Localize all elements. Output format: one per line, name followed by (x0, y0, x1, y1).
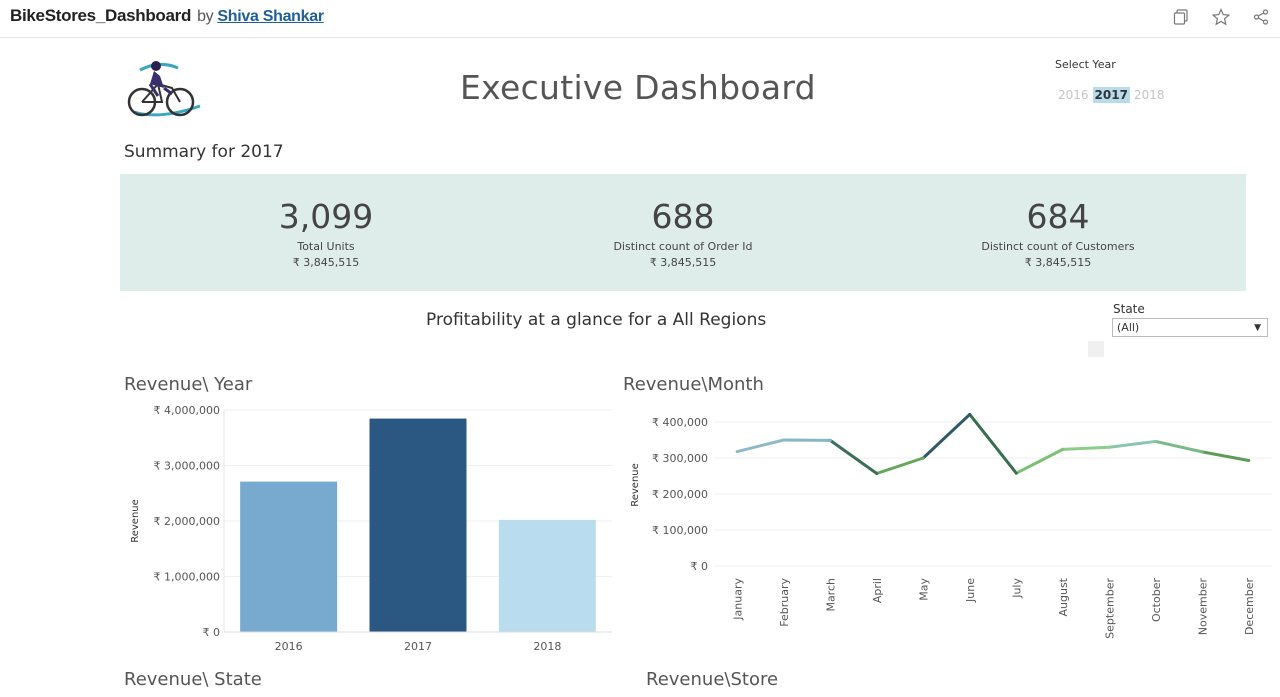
data-point (968, 412, 972, 416)
x-tick-label: 2017 (404, 640, 432, 653)
dashboard-title: Executive Dashboard (460, 68, 816, 107)
kpi-total-units: 3,099 Total Units ₹ 3,845,515 (176, 196, 476, 269)
kpi-label: Distinct count of Order Id (613, 240, 753, 253)
data-point (828, 438, 832, 442)
data-point (1061, 447, 1065, 451)
data-point (921, 456, 925, 460)
kpi-band: 3,099 Total Units ₹ 3,845,515 688 Distin… (120, 174, 1246, 291)
kpi-value: 688 (651, 197, 715, 236)
y-tick-label: ₹ 200,000 (652, 488, 708, 501)
y-tick-label: ₹ 0 (203, 626, 221, 639)
x-tick-label: May (917, 578, 930, 601)
bar (369, 418, 467, 632)
revenue-year-chart: ₹ 0 ₹ 1,000,000 ₹ 2,000,000 ₹ 3,000,000 ₹ 4,… (130, 404, 612, 653)
series-line-segment (1154, 439, 1204, 454)
y-axis-label: Revenue (130, 499, 141, 543)
y-axis-label: Revenue (630, 463, 641, 507)
viz-title: BikeStores_Dashboard (10, 6, 192, 25)
kpi-value: 684 (1026, 197, 1090, 236)
profitability-title: Profitability at a glance for a All Regi… (426, 310, 767, 330)
revenue-store-title: Revenue\Store (646, 669, 779, 690)
year-option-2017[interactable]: 2017 (1092, 87, 1130, 103)
data-point (1247, 459, 1251, 463)
x-tick-label: March (824, 578, 837, 612)
data-point (782, 438, 786, 442)
revenue-month-title: Revenue\Month (623, 374, 764, 395)
share-icon[interactable] (1250, 6, 1272, 28)
revenue-year-title: Revenue\ Year (124, 374, 253, 395)
placeholder-square (1088, 341, 1104, 357)
copy-icon[interactable] (1170, 6, 1192, 28)
kpi-distinct-orders: 688 Distinct count of Order Id ₹ 3,845,5… (533, 196, 833, 269)
year-filter-label: Select Year (1055, 58, 1116, 71)
kpi-label: Distinct count of Customers (981, 240, 1135, 253)
x-tick-label: August (1057, 577, 1070, 616)
y-tick-label: ₹ 1,000,000 (154, 571, 220, 584)
y-tick-label: ₹ 400,000 (652, 416, 708, 429)
x-tick-label: December (1243, 578, 1256, 636)
x-tick-label: September (1103, 578, 1116, 639)
y-tick-label: ₹ 100,000 (652, 524, 708, 537)
data-point (875, 471, 879, 475)
year-option-2016[interactable]: 2016 (1058, 88, 1089, 102)
x-tick-label: 2016 (275, 640, 303, 653)
y-tick-label: ₹ 3,000,000 (154, 460, 220, 473)
top-bar: BikeStores_Dashboard by Shiva Shankar (0, 0, 1280, 38)
series-line-segment (875, 456, 925, 475)
data-point (735, 450, 739, 454)
state-filter-label: State (1113, 302, 1145, 316)
kpi-label: Total Units (297, 240, 355, 253)
x-tick-label: July (1010, 578, 1023, 599)
viz-title-line: BikeStores_Dashboard by Shiva Shankar (10, 6, 324, 26)
bar (498, 519, 596, 632)
year-option-2018[interactable]: 2018 (1133, 88, 1165, 102)
x-tick-label: October (1150, 578, 1163, 622)
x-tick-label: 2018 (533, 640, 561, 653)
kpi-subvalue: ₹ 3,845,515 (292, 256, 360, 269)
top-icons (1170, 6, 1272, 28)
series-line-segment (1014, 447, 1065, 475)
kpi-subvalue: ₹ 3,845,515 (1024, 256, 1092, 269)
kpi-value: 3,099 (278, 197, 374, 236)
x-tick-label: February (778, 578, 791, 627)
state-dropdown[interactable]: (All) ▼ (1112, 318, 1268, 337)
cyclist-logo (120, 54, 206, 120)
series-line-segment (921, 412, 972, 460)
viz-by-text: by (197, 8, 214, 25)
y-tick-label: ₹ 300,000 (652, 452, 708, 465)
kpi-distinct-customers: 684 Distinct count of Customers ₹ 3,845,… (908, 196, 1208, 269)
series-line-segment (828, 438, 879, 475)
state-dropdown-value: (All) (1117, 321, 1140, 334)
y-tick-label: ₹ 0 (691, 560, 709, 573)
revenue-month-chart: ₹ 0 ₹ 100,000 ₹ 200,000 ₹ 300,000 ₹ 400,000 R… (630, 412, 1272, 639)
data-point (1014, 471, 1018, 475)
data-point (1154, 439, 1158, 443)
series-line-segment (968, 412, 1018, 475)
kpi-subvalue: ₹ 3,845,515 (649, 256, 717, 269)
x-tick-label: April (871, 578, 884, 603)
x-tick-label: January (731, 578, 744, 621)
data-point (1107, 445, 1111, 449)
author-link[interactable]: Shiva Shankar (217, 8, 324, 25)
bar (240, 481, 338, 632)
series-line-segment (1107, 439, 1158, 449)
revenue-state-title: Revenue\ State (124, 669, 262, 690)
x-tick-label: November (1196, 578, 1209, 636)
data-point (1200, 450, 1204, 454)
star-icon[interactable] (1210, 6, 1232, 28)
y-tick-label: ₹ 4,000,000 (154, 404, 220, 417)
year-selector: 2016 2017 2018 (1056, 87, 1167, 103)
chevron-down-icon: ▼ (1254, 323, 1261, 333)
summary-title: Summary for 2017 (124, 142, 284, 162)
series-line-segment (1061, 445, 1111, 451)
x-tick-label: June (964, 578, 977, 603)
series-line-segment (735, 438, 786, 454)
y-tick-label: ₹ 2,000,000 (154, 515, 220, 528)
series-line-segment (1200, 450, 1251, 463)
